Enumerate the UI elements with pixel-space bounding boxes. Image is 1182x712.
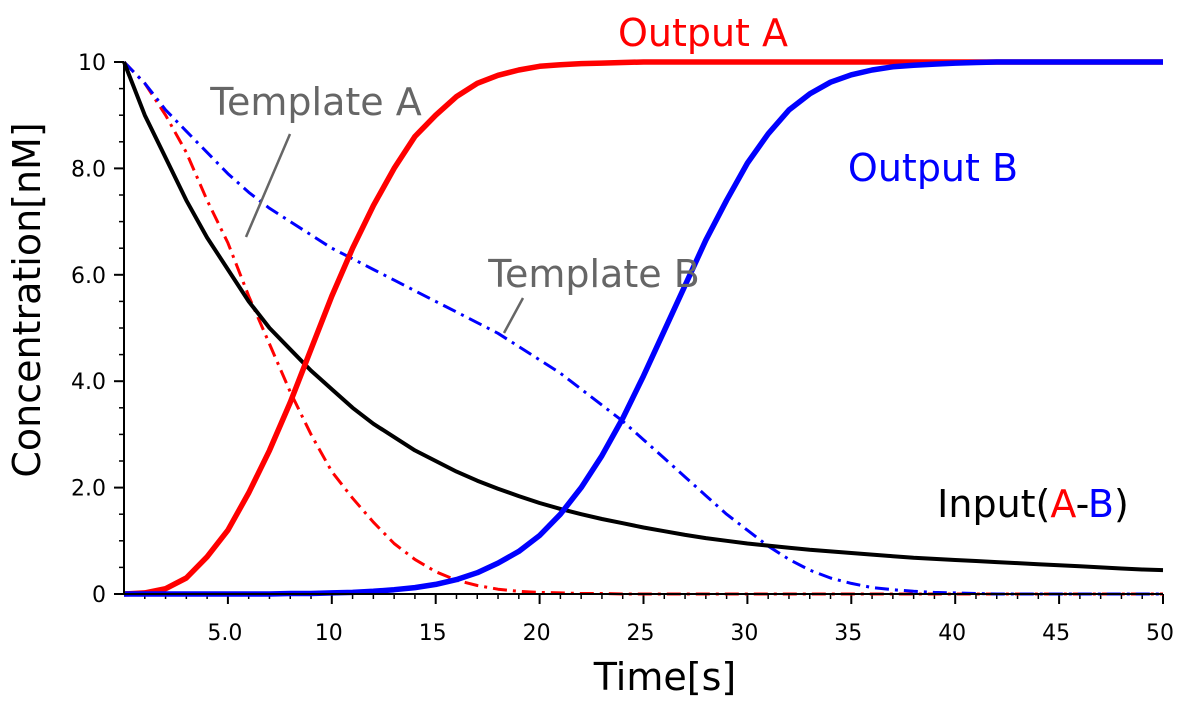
input-label: Input(A-B) [937,482,1129,526]
y-tick-label: 10 [78,51,106,76]
y-tick-label: 6.0 [71,264,106,289]
input-label-suffix: ) [1114,482,1129,526]
y-tick-label: 0 [92,583,106,608]
x-tick-label: 50 [1146,621,1174,646]
x-tick-label: 15 [419,621,447,646]
template-a-leader-line [244,133,292,238]
y-axis-title: Concentration[nM] [5,122,49,477]
input-label-prefix: Input( [937,482,1050,526]
output-b-label: Output B [848,146,1018,190]
x-tick-label: 40 [938,621,966,646]
input-label-b: B [1088,482,1114,526]
ticks-layer: 5.0 10 15 20 25 30 35 40 45 50 0 2.0 4.0 6.0 8.0 10 [71,51,1174,646]
x-tick-label: 20 [523,621,551,646]
x-tick-label: 45 [1042,621,1070,646]
output-a-label: Output A [618,11,788,55]
input-label-dash: - [1076,482,1088,526]
template-b-leader-line [502,297,525,334]
template-a-label: Template A [209,80,421,124]
x-axis-title: Time[s] [593,655,736,699]
y-tick-label: 2.0 [71,477,106,502]
x-tick-label: 35 [834,621,862,646]
input-label-a: A [1050,482,1076,526]
series-line-template-b [122,60,1163,596]
x-tick-label: 10 [315,621,343,646]
template-b-label: Template B [487,252,700,296]
x-tick-label: 25 [627,621,655,646]
y-tick-label: 4.0 [71,370,106,395]
x-tick-label: 30 [730,621,758,646]
x-tick-label: 5.0 [207,621,242,646]
y-tick-label: 8.0 [71,157,106,182]
series-line-input [122,61,1164,573]
